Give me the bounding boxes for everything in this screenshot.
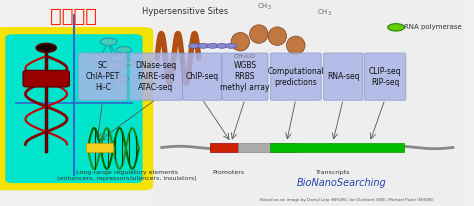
Circle shape <box>111 55 125 61</box>
Circle shape <box>122 60 135 65</box>
Text: CH$_3$: CH$_3$ <box>256 2 272 12</box>
FancyBboxPatch shape <box>129 53 182 100</box>
Circle shape <box>36 43 56 52</box>
Circle shape <box>89 54 109 63</box>
FancyBboxPatch shape <box>153 1 462 206</box>
FancyBboxPatch shape <box>238 143 298 152</box>
Circle shape <box>105 83 115 87</box>
Circle shape <box>189 43 200 48</box>
FancyBboxPatch shape <box>6 35 142 182</box>
Circle shape <box>99 70 109 75</box>
Text: Computational
predictions: Computational predictions <box>267 67 324 87</box>
Circle shape <box>100 38 117 45</box>
FancyBboxPatch shape <box>324 53 363 100</box>
Circle shape <box>117 47 131 53</box>
Text: DNase-seq
FAIRE-seq
ATAC-seq: DNase-seq FAIRE-seq ATAC-seq <box>136 61 177 92</box>
Circle shape <box>198 43 209 48</box>
Ellipse shape <box>250 25 268 43</box>
FancyBboxPatch shape <box>270 53 321 100</box>
Circle shape <box>216 43 228 48</box>
FancyBboxPatch shape <box>79 53 127 100</box>
Text: RNA-seq: RNA-seq <box>327 72 359 81</box>
Text: CH$_3$: CH$_3$ <box>317 8 331 18</box>
Ellipse shape <box>287 36 305 55</box>
FancyBboxPatch shape <box>85 143 113 152</box>
FancyBboxPatch shape <box>222 53 268 100</box>
FancyBboxPatch shape <box>210 143 238 152</box>
Circle shape <box>226 43 237 48</box>
Text: 赛晴生物: 赛晴生物 <box>50 7 98 26</box>
Text: CLIP-seq
RIP-seq: CLIP-seq RIP-seq <box>369 67 401 87</box>
Text: ChIP-seq: ChIP-seq <box>186 72 219 81</box>
Text: Based on an image by Darryl Leja (NHGRI), Ian Dunham (EBI), Michael Pazin (NHGRI: Based on an image by Darryl Leja (NHGRI)… <box>260 198 433 202</box>
Text: RNA polymerase: RNA polymerase <box>404 24 462 30</box>
Circle shape <box>207 43 218 48</box>
Ellipse shape <box>268 27 287 45</box>
Circle shape <box>105 62 124 70</box>
Text: Transcripts: Transcripts <box>316 170 350 175</box>
Text: Promoters: Promoters <box>213 170 245 175</box>
Circle shape <box>112 75 128 82</box>
Text: BioNanoSearching: BioNanoSearching <box>297 178 387 187</box>
FancyBboxPatch shape <box>364 53 406 100</box>
Text: CH$_3$CO: CH$_3$CO <box>233 52 256 61</box>
FancyBboxPatch shape <box>0 28 153 190</box>
Text: WGBS
RRBS
methyl array: WGBS RRBS methyl array <box>220 61 270 92</box>
FancyBboxPatch shape <box>182 53 222 100</box>
FancyBboxPatch shape <box>270 143 404 152</box>
Text: SC
ChIA-PET
Hi-C: SC ChIA-PET Hi-C <box>86 61 120 92</box>
Circle shape <box>388 24 404 31</box>
FancyBboxPatch shape <box>23 70 69 87</box>
Text: Hypersensitive Sites: Hypersensitive Sites <box>142 7 228 16</box>
Text: Long-range regulatory elements
(enhancers, repressors/silencers, insulators): Long-range regulatory elements (enhancer… <box>57 170 197 181</box>
Ellipse shape <box>231 33 250 51</box>
